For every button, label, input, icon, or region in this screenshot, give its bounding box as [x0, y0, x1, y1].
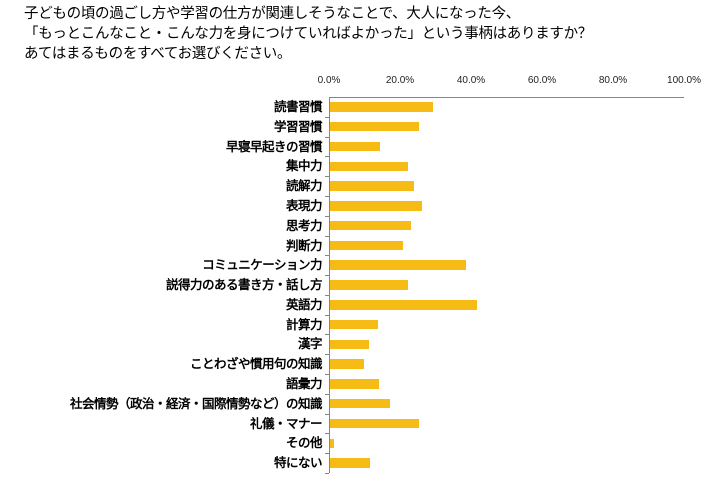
- bar: [330, 438, 334, 449]
- bar-row: [329, 394, 684, 414]
- bar-row: [329, 137, 684, 157]
- y-tick-mark: [325, 176, 329, 178]
- bar: [330, 201, 423, 211]
- y-tick-mark: [325, 473, 329, 474]
- bar: [330, 458, 371, 468]
- y-tick-mark: [325, 156, 329, 158]
- y-tick-mark: [325, 453, 329, 455]
- bar: [330, 379, 379, 389]
- y-tick-mark: [325, 334, 329, 336]
- bar: [330, 398, 390, 409]
- bar-row: [329, 156, 684, 176]
- y-tick-mark: [325, 255, 329, 257]
- title-line-3: あてはまるものをすべてお選びください。: [24, 46, 292, 62]
- y-tick-mark: [325, 275, 329, 277]
- bar: [330, 300, 477, 310]
- category-labels: 読書習慣学習習慣早寝早起きの習慣集中力読解力表現力思考力判断力コミュニケーション…: [2, 97, 323, 473]
- category-label: 読解力: [285, 178, 323, 194]
- category-label: 判断力: [285, 237, 323, 253]
- bar-row: [329, 374, 684, 394]
- category-label: 社会情勢（政治・経済・国際情勢など）の知識: [69, 395, 323, 411]
- category-label: 集中力: [285, 158, 323, 174]
- category-label: 学習習慣: [273, 118, 323, 134]
- bar-row: [329, 334, 684, 354]
- title-line-1: 子どもの頃の過ごし方や学習の仕方が関連しそうなことで、大人になった今、: [24, 6, 520, 22]
- bar: [330, 240, 404, 251]
- bar-row: [329, 453, 684, 473]
- bar: [330, 260, 466, 270]
- bar: [330, 181, 415, 191]
- x-tick-label: 0.0%: [317, 75, 341, 86]
- category-label: 特にない: [273, 455, 323, 471]
- bar-row: [329, 295, 684, 315]
- bar: [330, 359, 365, 369]
- y-tick-mark: [325, 136, 329, 138]
- bar: [330, 141, 381, 152]
- category-label: 説得力のある書き方・話し方: [165, 277, 323, 293]
- bar-row: [329, 255, 684, 275]
- bar-row: [329, 236, 684, 256]
- category-label: 表現力: [285, 197, 323, 213]
- bar: [330, 418, 419, 429]
- category-label: その他: [285, 435, 323, 451]
- plot-area: [325, 97, 684, 474]
- bar: [330, 102, 434, 112]
- bar-row: [329, 196, 684, 216]
- category-label: 漢字: [297, 336, 323, 352]
- category-label: 礼儀・マナー: [249, 415, 323, 431]
- x-tick-label: 20.0%: [385, 75, 415, 86]
- bar-row: [329, 354, 684, 374]
- y-tick-mark: [325, 393, 329, 395]
- y-axis-line: [329, 97, 330, 473]
- bar: [330, 339, 370, 350]
- category-label: 英語力: [285, 296, 323, 312]
- x-tick-label: 80.0%: [598, 75, 628, 86]
- y-tick-mark: [325, 354, 329, 356]
- bar: [330, 319, 378, 330]
- y-tick-mark: [325, 116, 329, 118]
- y-tick-mark: [325, 314, 329, 316]
- bar: [330, 280, 408, 290]
- y-tick-mark: [325, 215, 329, 217]
- y-tick-mark: [325, 374, 329, 376]
- y-tick-mark: [325, 195, 329, 197]
- category-label: 計算力: [285, 316, 323, 332]
- bar-row: [329, 97, 684, 117]
- chart-title: 子どもの頃の過ごし方や学習の仕方が関連しそうなことで、大人になった今、 「もっと…: [24, 4, 704, 64]
- bar: [330, 121, 420, 132]
- category-label: 思考力: [285, 217, 323, 233]
- bar-row: [329, 433, 684, 453]
- category-label: 早寝早起きの習慣: [225, 138, 323, 154]
- bar-row: [329, 117, 684, 137]
- y-tick-mark: [325, 294, 329, 296]
- bar-row: [329, 315, 684, 335]
- bar: [330, 220, 411, 231]
- bar-row: [329, 176, 684, 196]
- bar-row: [329, 216, 684, 236]
- bar-row: [329, 275, 684, 295]
- category-label: ことわざや慣用句の知識: [189, 356, 323, 372]
- bar: [330, 161, 408, 171]
- category-label: 読書習慣: [273, 99, 323, 114]
- x-axis-line: [329, 97, 684, 98]
- category-label: コミュニケーション力: [202, 257, 322, 273]
- x-axis-labels: 0.0% 20.0% 40.0% 60.0% 80.0% 100.0%: [0, 75, 711, 91]
- y-tick-mark: [325, 235, 329, 237]
- x-tick-label: 40.0%: [456, 75, 486, 86]
- y-tick-mark: [325, 433, 329, 435]
- x-tick-label: 60.0%: [527, 75, 557, 86]
- category-label: 語彙力: [285, 376, 323, 392]
- y-tick-mark: [325, 413, 329, 415]
- x-tick-label: 100.0%: [667, 75, 701, 86]
- bar-row: [329, 414, 684, 434]
- title-line-2: 「もっとこんなこと・こんな力を身につけていればよかった」という事柄はありますか？: [24, 26, 592, 42]
